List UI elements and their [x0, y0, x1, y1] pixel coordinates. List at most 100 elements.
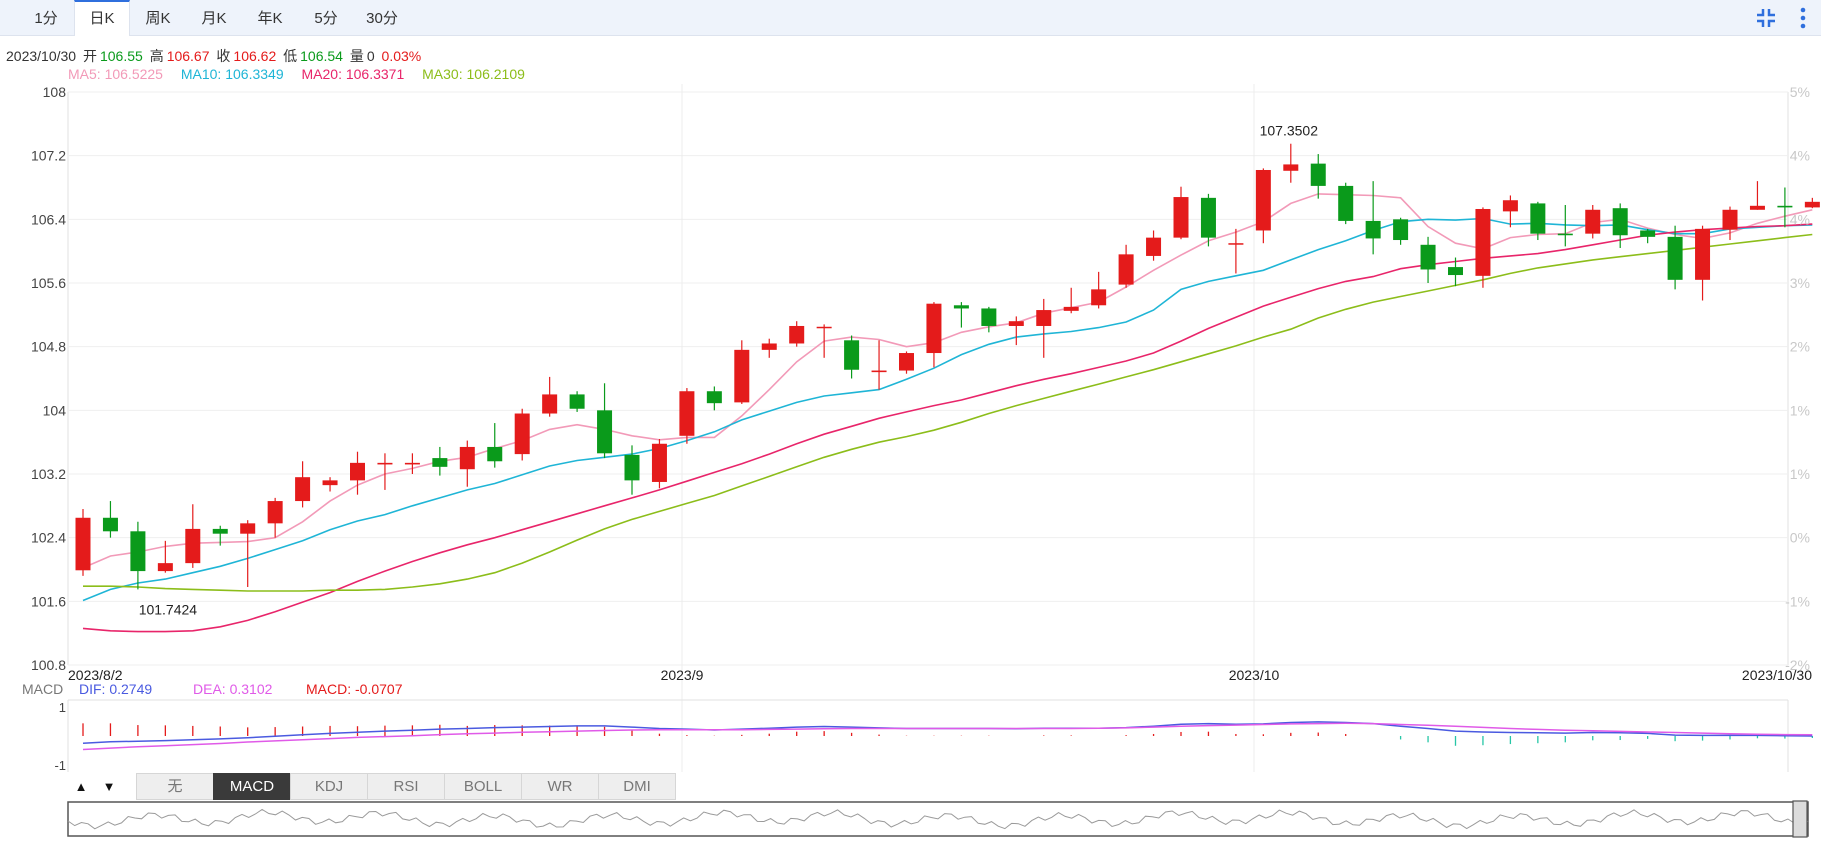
candle-body — [514, 413, 530, 455]
ma10-legend: MA10: 106.3349 — [180, 66, 284, 82]
candle-body — [1173, 197, 1189, 238]
candle-body — [679, 391, 695, 436]
y-axis-tick-label: 101.6 — [31, 593, 66, 609]
tab-yearly-k[interactable]: 年K — [257, 10, 283, 27]
overview-year-label: 2022 — [1704, 817, 1735, 833]
macd-pane-title: MACD — [22, 681, 63, 697]
indicator-rsi-button[interactable]: RSI — [367, 773, 445, 800]
indicator-boll-button[interactable]: BOLL — [444, 773, 522, 800]
dea-line — [82, 722, 1813, 751]
candle-body — [75, 517, 91, 571]
tab-weekly-k[interactable]: 周K — [145, 10, 171, 27]
candle-body — [404, 462, 420, 465]
right-percent-tick-label: 3% — [1790, 275, 1810, 291]
candle-body — [706, 391, 722, 404]
tab-monthly-k[interactable]: 月K — [201, 10, 227, 27]
scroll-down-button[interactable]: ▼ — [102, 779, 116, 794]
dif-line — [82, 721, 1813, 744]
tab-5min[interactable]: 5分 — [314, 10, 338, 27]
candle-body — [1502, 200, 1518, 212]
right-percent-tick-label: 4% — [1790, 211, 1810, 227]
tab-30min[interactable]: 30分 — [366, 10, 398, 27]
candle-body — [1530, 203, 1546, 234]
overview-range-handle — [1792, 800, 1808, 838]
candle-body — [542, 394, 558, 414]
right-percent-tick-label: -1% — [1785, 593, 1810, 609]
candle-body — [734, 349, 750, 403]
candle-body — [267, 501, 283, 524]
indicator-kdj-button[interactable]: KDJ — [290, 773, 368, 800]
right-percent-tick-label: 2% — [1790, 339, 1810, 355]
candle-body — [1146, 237, 1162, 256]
close-value: 106.62 — [233, 48, 277, 64]
candle-body — [1749, 205, 1765, 210]
indicator-wr-button[interactable]: WR — [521, 773, 599, 800]
right-percent-tick-label: -2% — [1785, 657, 1810, 673]
x-axis-date-label: 2023/9 — [661, 667, 704, 683]
overview-year-label: 2001 — [743, 817, 774, 833]
right-percent-tick-label: 1% — [1790, 402, 1810, 418]
x-axis-date-label: 2023/10/30 — [1742, 667, 1812, 683]
y-axis-tick-label: 107.2 — [31, 148, 66, 164]
scroll-up-button[interactable]: ▲ — [74, 779, 88, 794]
more-vertical-icon[interactable] — [1795, 6, 1811, 30]
indicator-none-button[interactable]: 无 — [136, 773, 214, 800]
candle-body — [569, 394, 585, 409]
candle-body — [1255, 169, 1271, 231]
overview-year-label: 2019 — [1566, 817, 1597, 833]
candle-body — [651, 443, 667, 482]
volume-value: 0 — [366, 48, 375, 64]
ma-legend: MA5: 106.5225 MA10: 106.3349 MA20: 106.3… — [68, 66, 539, 82]
overview-year-label: 2004 — [880, 817, 911, 833]
candle-body — [981, 308, 997, 326]
candle-body — [1036, 310, 1052, 326]
ma-line-ma5 — [82, 193, 1813, 569]
candle-body — [322, 480, 338, 486]
x-axis-date-label: 2023/10 — [1229, 667, 1280, 683]
right-percent-tick-label: 1% — [1790, 466, 1810, 482]
period-tab-bar: 1分 日K 周K 月K 年K 5分 30分 — [0, 0, 1821, 36]
overview-history-line — [67, 808, 1809, 830]
candle-body — [1640, 230, 1656, 237]
ma20-legend: MA20: 106.3371 — [301, 66, 405, 82]
candle-body — [624, 454, 640, 481]
tab-1min[interactable]: 1分 — [34, 10, 58, 27]
info-date: 2023/10/30 — [6, 48, 77, 64]
y-axis-tick-label: 104 — [43, 402, 67, 418]
overview-year-label: 1989 — [194, 817, 225, 833]
macd-y-tick-label: -1 — [54, 758, 66, 773]
candle-body — [102, 517, 118, 532]
overview-year-label: 2007 — [1018, 817, 1049, 833]
ma30-legend: MA30: 106.2109 — [422, 66, 525, 82]
candle-body — [871, 370, 887, 373]
overview-year-label: 1995 — [469, 817, 500, 833]
candle-body — [844, 340, 860, 370]
candle-body — [1448, 267, 1463, 276]
overview-year-label: 2013 — [1292, 817, 1323, 833]
candle-body — [240, 523, 256, 534]
y-axis-tick-label: 105.6 — [31, 275, 66, 291]
macd-value-legend: MACD: -0.0707 — [306, 681, 403, 697]
candle-body — [1200, 197, 1216, 238]
candle-body — [953, 305, 969, 309]
candle-body — [487, 446, 503, 462]
volume-label: 量 — [349, 48, 364, 64]
right-percent-tick-label: 5% — [1790, 84, 1810, 100]
candle-body — [899, 353, 914, 371]
candle-body — [1008, 321, 1024, 326]
y-axis-tick-label: 106.4 — [31, 211, 66, 227]
high-value: 106.67 — [166, 48, 210, 64]
indicator-dmi-button[interactable]: DMI — [598, 773, 676, 800]
ma-line-ma10 — [82, 217, 1813, 602]
indicator-macd-button[interactable]: MACD — [213, 773, 291, 800]
candle-body — [1804, 201, 1820, 208]
candle-body — [157, 563, 173, 572]
candle-body — [597, 410, 613, 454]
overview-year-label: 2010 — [1155, 817, 1186, 833]
candle-body — [459, 446, 475, 470]
overview-year-label: 1998 — [606, 817, 637, 833]
candle-body — [1557, 233, 1573, 236]
tab-daily-k[interactable]: 日K — [74, 0, 130, 36]
collapse-icon[interactable] — [1754, 6, 1778, 30]
